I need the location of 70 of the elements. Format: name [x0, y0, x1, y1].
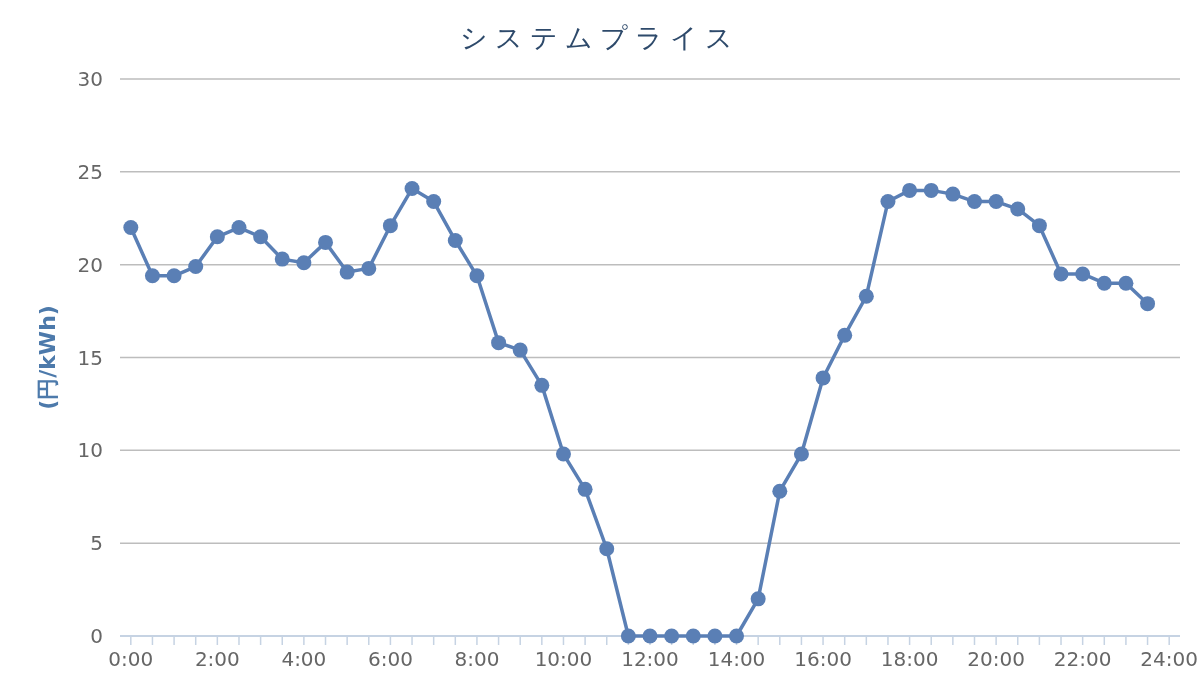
y-tick-label: 25 [77, 159, 103, 184]
point [902, 182, 918, 198]
point [750, 591, 766, 607]
point [1010, 201, 1026, 217]
y-tick-label: 20 [77, 252, 103, 277]
x-tick-label: 24:00 [1140, 647, 1198, 671]
point [1140, 296, 1156, 312]
point [945, 186, 961, 202]
point [1096, 275, 1112, 291]
x-tick-label: 12:00 [621, 647, 679, 671]
point [274, 251, 290, 267]
point [361, 260, 377, 276]
point [253, 229, 269, 245]
point [231, 220, 247, 236]
point [599, 541, 615, 557]
point [123, 220, 139, 236]
x-tick-label: 16:00 [794, 647, 852, 671]
y-tick-label: 0 [90, 624, 103, 648]
x-tick-label: 18:00 [880, 647, 939, 671]
point [318, 234, 334, 250]
x-tick-label: 8:00 [454, 647, 500, 671]
x-tick-label: 10:00 [534, 647, 593, 671]
y-tick-label: 10 [77, 438, 103, 463]
point [620, 628, 636, 644]
chart-title: システムプライス [460, 22, 740, 53]
y-tick-label: 30 [77, 67, 103, 91]
point [664, 628, 680, 644]
x-tick-label: 20:00 [967, 647, 1025, 671]
point [555, 446, 571, 462]
point [166, 268, 182, 284]
y-tick-label: 5 [90, 531, 103, 556]
point [1053, 266, 1069, 282]
point [426, 194, 442, 210]
point [988, 194, 1004, 210]
point [707, 628, 723, 644]
point [772, 483, 788, 499]
x-tick-label: 6:00 [367, 647, 413, 671]
y-axis-title: (円/kWh) [35, 305, 60, 410]
point [577, 481, 593, 497]
point [512, 342, 528, 358]
point [1075, 266, 1091, 282]
point [815, 370, 831, 386]
point [469, 268, 485, 284]
point [642, 628, 658, 644]
point [1031, 218, 1047, 234]
point [491, 335, 507, 351]
point [296, 255, 312, 271]
point [188, 259, 204, 275]
point [404, 181, 420, 197]
point [209, 229, 225, 245]
x-tick-label: 2:00 [194, 647, 240, 671]
point [966, 194, 982, 210]
point [534, 377, 550, 393]
x-tick-label: 22:00 [1053, 647, 1112, 671]
point [729, 628, 745, 644]
y-tick-label: 15 [77, 345, 103, 370]
x-tick-label: 14:00 [707, 647, 766, 671]
point [837, 327, 853, 343]
point [1118, 275, 1134, 291]
point [382, 218, 398, 234]
point [144, 268, 160, 284]
point [793, 446, 809, 462]
x-tick-label: 4:00 [281, 647, 327, 671]
point [858, 288, 874, 304]
point [447, 233, 463, 249]
point [685, 628, 701, 644]
point [923, 182, 939, 198]
x-tick-label: 0:00 [108, 647, 154, 671]
point [339, 264, 355, 280]
point [880, 194, 896, 210]
